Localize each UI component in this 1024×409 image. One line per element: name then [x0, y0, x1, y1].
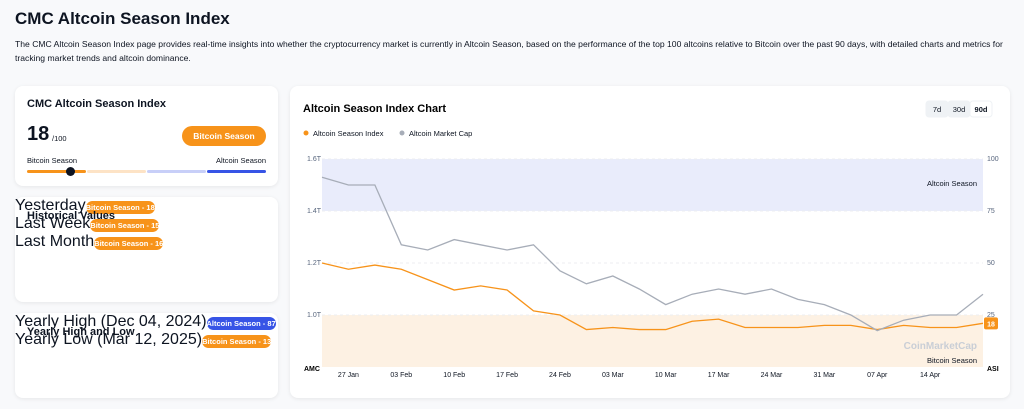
y-tick-label: 1.6T: [307, 156, 322, 163]
x-tick-label: 03 Mar: [602, 372, 624, 379]
card-title: Yearly High and Low: [27, 326, 135, 338]
season-band: [322, 159, 983, 211]
value-row: Last MonthBitcoin Season - 16: [15, 233, 278, 251]
y2-tick-label: 25: [987, 312, 995, 319]
legend-label: Altcoin Season Index: [313, 129, 384, 138]
value-row: Last WeekBitcoin Season - 15: [15, 215, 278, 233]
x-tick-label: 27 Jan: [338, 372, 359, 379]
legend-dot: [303, 130, 309, 136]
row-label: Yesterday: [15, 197, 86, 214]
x-tick-label: 03 Feb: [390, 372, 412, 379]
y-tick-label: 1.2T: [307, 260, 322, 267]
y2-tick-label: 75: [987, 208, 995, 215]
gauge-segment: [207, 170, 266, 173]
y-tick-label: 1.0T: [307, 312, 322, 319]
range-label[interactable]: 7d: [933, 105, 941, 114]
band-label: Bitcoin Season: [927, 356, 977, 365]
gauge-right-label: Altcoin Season: [215, 156, 266, 165]
y2-tick-label: 100: [987, 156, 999, 163]
x-tick-label: 31 Mar: [813, 372, 835, 379]
current-tag: [984, 317, 998, 330]
y2-axis-label: ASI: [987, 366, 999, 373]
gauge-segment: [27, 170, 86, 173]
yearly-card: Yearly High and Low Yearly High (Dec 04,…: [15, 313, 278, 398]
index-max: /100: [52, 134, 67, 143]
index-value: 18: [27, 123, 50, 145]
x-tick-label: 14 Apr: [920, 372, 941, 379]
index-card: CMC Altcoin Season Index 18 /100 Bitcoin…: [15, 86, 278, 186]
chart-title: Altcoin Season Index Chart: [303, 103, 446, 115]
chart: Altcoin Season Index Chart Altcoin Seaso…: [303, 100, 999, 379]
description: The CMC Altcoin Season Index page provid…: [15, 39, 1003, 63]
gauge-marker: [66, 167, 76, 176]
range-button[interactable]: [969, 100, 993, 118]
value-row: YesterdayBitcoin Season - 18: [15, 197, 278, 215]
row-label: Yearly Low (Mar 12, 2025): [15, 331, 203, 348]
watermark: CoinMarketCap: [904, 341, 977, 352]
status-badge: Bitcoin Season: [182, 126, 266, 146]
page-title: CMC Altcoin Season Index: [15, 9, 230, 28]
gauge-segment: [147, 170, 206, 173]
series-line: [321, 262, 984, 331]
badge: Bitcoin Season - 13: [202, 335, 272, 348]
x-tick-label: 10 Feb: [443, 372, 465, 379]
card-title: Historical Values: [27, 210, 116, 222]
value-row: Yearly High (Dec 04, 2024)Altcoin Season…: [15, 313, 278, 331]
badge: Bitcoin Season - 18: [85, 201, 155, 214]
historical-card: Historical Values YesterdayBitcoin Seaso…: [15, 197, 278, 302]
x-tick-label: 17 Feb: [496, 372, 518, 379]
x-tick-label: 07 Apr: [867, 372, 888, 379]
badge: Bitcoin Season - 16: [94, 237, 164, 250]
badge: Bitcoin Season - 15: [90, 219, 160, 232]
season-band: [322, 315, 983, 367]
chart-card: Altcoin Season Index Chart Altcoin Seaso…: [290, 86, 1010, 398]
value-row: Yearly Low (Mar 12, 2025)Bitcoin Season …: [15, 331, 278, 349]
gauge-segment: [87, 170, 146, 173]
badge: Altcoin Season - 87: [206, 317, 276, 330]
row-label: Last Month: [15, 233, 95, 250]
x-tick-label: 10 Mar: [655, 372, 677, 379]
card-title: CMC Altcoin Season Index: [27, 98, 166, 110]
y-axis-label: AMC: [304, 366, 320, 373]
x-tick-label: 24 Mar: [761, 372, 783, 379]
x-tick-label: 17 Mar: [708, 372, 730, 379]
range-label[interactable]: 30d: [953, 105, 966, 114]
gauge: [27, 167, 266, 176]
y2-tick-label: 50: [987, 260, 995, 267]
row-label: Last Week: [15, 215, 91, 232]
legend-label: Altcoin Market Cap: [409, 129, 472, 138]
y-tick-label: 1.4T: [307, 208, 322, 215]
range-label[interactable]: 90d: [975, 105, 988, 114]
legend-dot: [399, 130, 405, 136]
gauge-left-label: Bitcoin Season: [27, 156, 78, 165]
current-tag-label: 18: [987, 321, 995, 328]
band-label: Altcoin Season: [927, 179, 977, 188]
series-line: [321, 176, 984, 332]
x-tick-label: 24 Feb: [549, 372, 571, 379]
row-label: Yearly High (Dec 04, 2024): [15, 313, 207, 330]
